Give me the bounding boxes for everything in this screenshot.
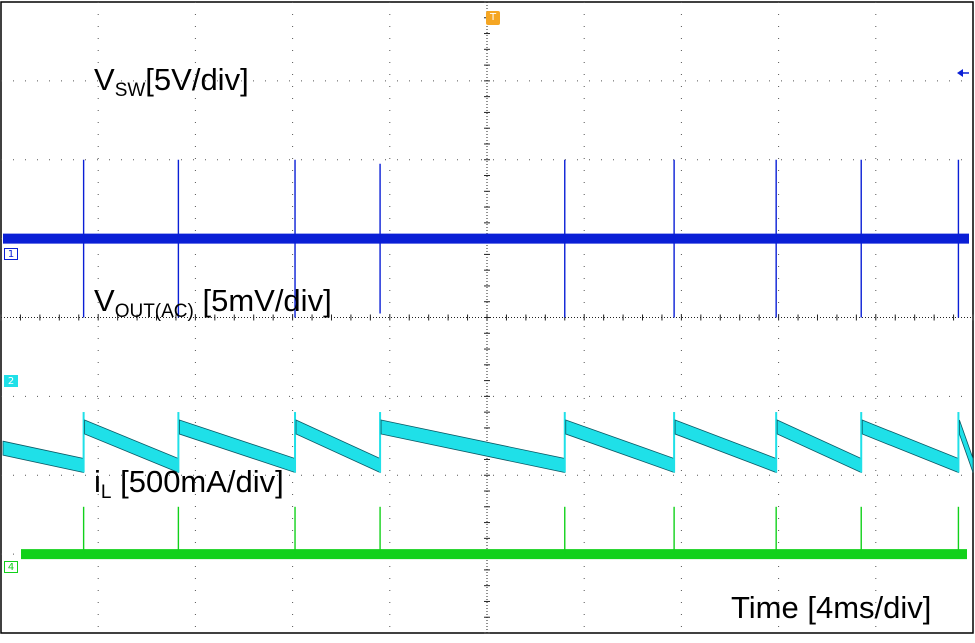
vout-ripple-segment (959, 419, 974, 473)
vsw-label: VSW[5V/div] (94, 62, 249, 101)
il-baseline (21, 549, 967, 560)
vout-label: VOUT(AC) [5mV/div] (94, 283, 332, 322)
trigger-marker: T (486, 11, 500, 25)
vsw-baseline (3, 233, 969, 244)
channel-4-marker: 4 (4, 561, 18, 573)
ch1-level-arrow (957, 68, 963, 77)
channel-1-marker: 1 (4, 248, 18, 260)
channel-2-marker: 2 (4, 375, 18, 387)
markers (957, 68, 969, 77)
x-axis-label: Time [4ms/div] (731, 590, 932, 625)
il-label: iL [500mA/div] (94, 464, 284, 503)
traces (2, 159, 974, 560)
